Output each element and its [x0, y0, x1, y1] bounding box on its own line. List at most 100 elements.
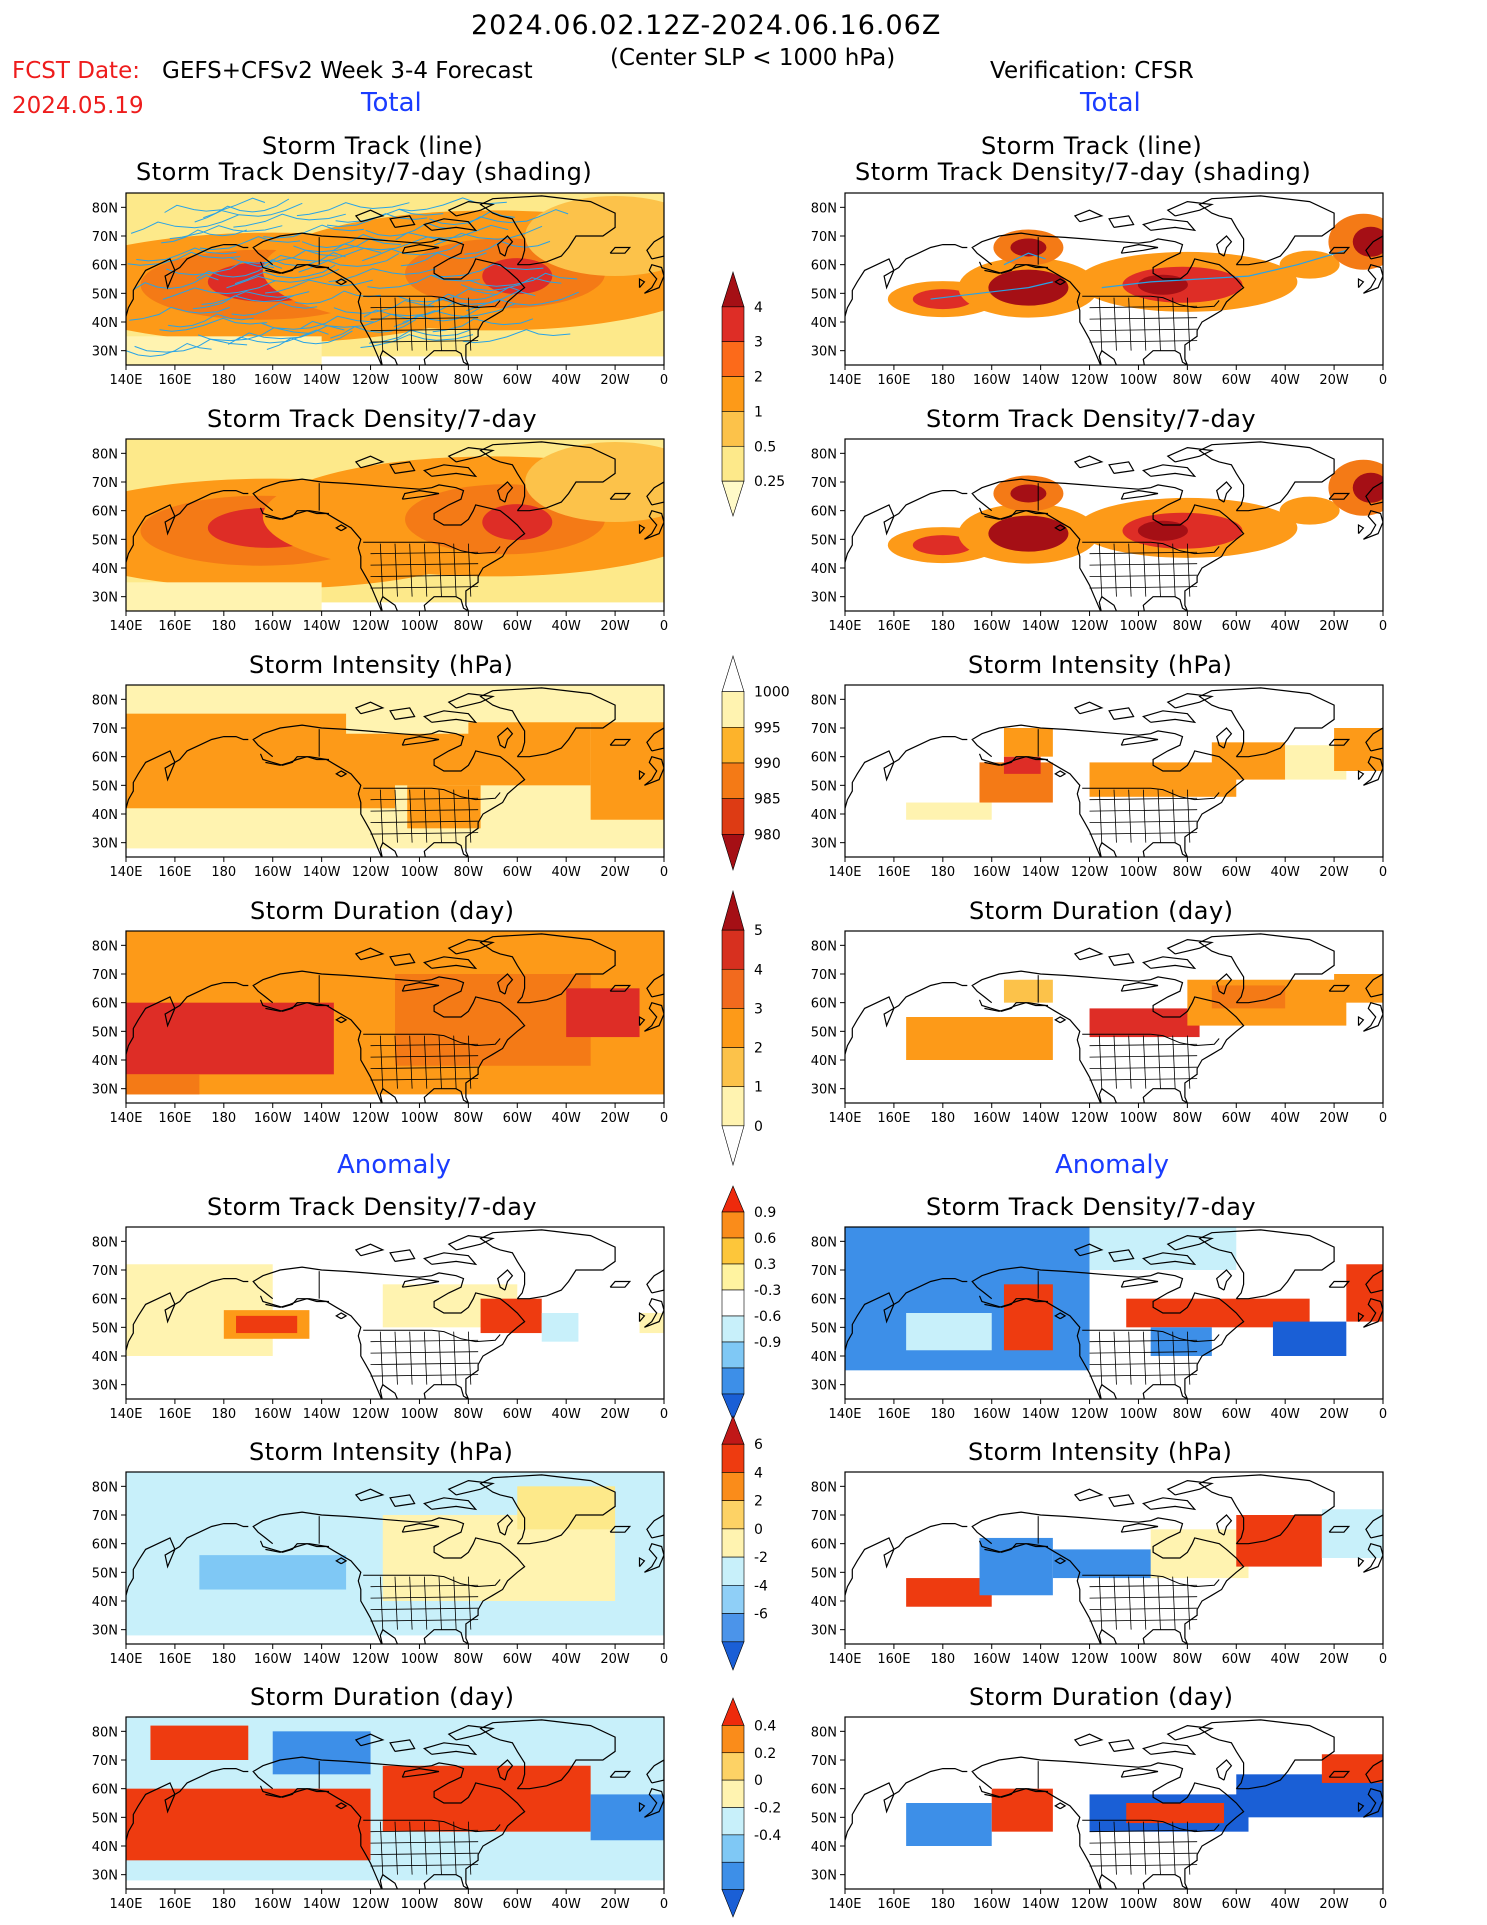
lon-tick-label: 160E [158, 619, 191, 634]
state-line [1142, 1821, 1147, 1875]
lon-tick-label: 140W [1022, 619, 1060, 634]
coastline [1365, 1514, 1383, 1539]
colorbar-label: 0.2 [754, 1746, 776, 1762]
coastline [252, 724, 526, 857]
coastline [335, 278, 348, 286]
coastlines [126, 441, 664, 611]
storm-track-line [194, 202, 303, 223]
anomaly-cell [639, 1313, 664, 1334]
lon-tick-label: 120W [352, 1652, 390, 1667]
lat-tick-label: 40N [92, 1595, 118, 1610]
lon-tick-label: 0 [660, 1407, 668, 1422]
lon-tick-label: 120W [352, 865, 390, 880]
lon-tick-label: 80W [454, 373, 484, 388]
anomaly-cell [991, 1788, 1053, 1832]
coastline [971, 1266, 1245, 1399]
colorbar-swatch [721, 762, 745, 799]
coastline [1108, 707, 1135, 720]
coastline [609, 1525, 632, 1533]
colorbar-swatch [721, 271, 745, 308]
storm-track-line [460, 277, 562, 292]
lon-tick-label: 0 [660, 865, 668, 880]
lat-tick-label: 50N [92, 779, 118, 794]
colorbar-swatch [721, 1047, 745, 1088]
coastline [389, 1249, 416, 1262]
lat-tick-label: 30N [811, 345, 837, 360]
lon-tick-label: 140E [109, 1111, 142, 1126]
map-outline [845, 933, 1383, 1103]
state-line [1089, 586, 1198, 589]
state-line [370, 809, 479, 812]
colorbar-swatch [721, 798, 745, 835]
state-line [1089, 305, 1198, 309]
coastline [638, 769, 646, 780]
lon-tick-label: 40W [1270, 1407, 1300, 1422]
coastline [335, 524, 348, 532]
map-fcst-anom-density: 80N 70N 60N 50N 40N 30N 140E 160E 180 160W 140W 120… [92, 1226, 668, 1422]
coastline [389, 953, 416, 966]
colorbar-swatch [721, 376, 745, 412]
state-line [1089, 1607, 1198, 1610]
map-outline [845, 195, 1383, 365]
lon-tick-label: 60W [503, 1897, 533, 1912]
lon-tick-label: 20W [1319, 619, 1349, 634]
lon-tick-label: 120W [1071, 619, 1109, 634]
coastline [1328, 246, 1351, 254]
coastline [1054, 770, 1067, 778]
lat-tick-label: 70N [92, 1509, 118, 1524]
lon-tick-label: 160E [158, 1407, 191, 1422]
colorbar-swatch [721, 1315, 745, 1343]
coastline [423, 1497, 478, 1511]
lon-tick-label: 140W [303, 619, 341, 634]
colorbar-swatch [721, 1528, 745, 1558]
lat-tick-label: 30N [811, 1083, 837, 1098]
storm-track-line [462, 329, 571, 344]
lon-tick-label: 140W [303, 1111, 341, 1126]
state-line [370, 1374, 479, 1377]
shading-blob [1279, 496, 1340, 525]
storm-track-line [434, 225, 543, 246]
lon-tick-label: 0 [1379, 1407, 1387, 1422]
colorbar-swatch [721, 1263, 745, 1291]
colorbar-swatch [721, 1752, 745, 1781]
colorbar-swatch [721, 1393, 745, 1421]
coastline [1328, 1280, 1351, 1288]
colorbar-label: 2 [754, 1041, 763, 1057]
lon-tick-label: 0 [1379, 1897, 1387, 1912]
coastline [126, 1522, 249, 1596]
map-outline [126, 441, 664, 611]
state-line [1098, 1035, 1103, 1089]
coastline [984, 1298, 1048, 1308]
lat-tick-label: 40N [92, 1350, 118, 1365]
state-line [1089, 832, 1198, 835]
shading-blob [912, 535, 973, 556]
lon-tick-label: 160W [973, 619, 1011, 634]
state-line [370, 1584, 479, 1588]
coastline [252, 478, 526, 611]
us-canada-border [363, 787, 501, 801]
lat-tick-label: 60N [811, 259, 837, 274]
state-line [1089, 551, 1198, 555]
coastline [389, 1494, 416, 1507]
coastline [638, 1311, 646, 1322]
colorbar-swatch [721, 1415, 745, 1445]
anomaly-cell [590, 1794, 664, 1841]
coastline [1216, 1759, 1233, 1781]
colorbar-label: 995 [754, 720, 781, 736]
lat-tick-label: 80N [811, 693, 837, 708]
lat-tick-label: 60N [92, 259, 118, 274]
field-shading [126, 685, 664, 849]
total-heading-left: Total [361, 88, 422, 118]
coastline [845, 1277, 968, 1351]
state-line [1089, 1043, 1198, 1047]
map-fcst-density: 80N 70N 60N 50N 40N 30N 140E 160E 180 160W 140W 120… [92, 438, 668, 634]
lon-tick-label: 80W [454, 1407, 484, 1422]
colorbar-swatch [721, 1889, 745, 1918]
map-outline [126, 1229, 664, 1399]
coastline [845, 735, 968, 809]
coastline [845, 243, 968, 317]
coastline [265, 1543, 329, 1553]
coastline [1216, 481, 1233, 503]
lon-tick-label: 160W [973, 373, 1011, 388]
storm-track-line [435, 286, 522, 302]
